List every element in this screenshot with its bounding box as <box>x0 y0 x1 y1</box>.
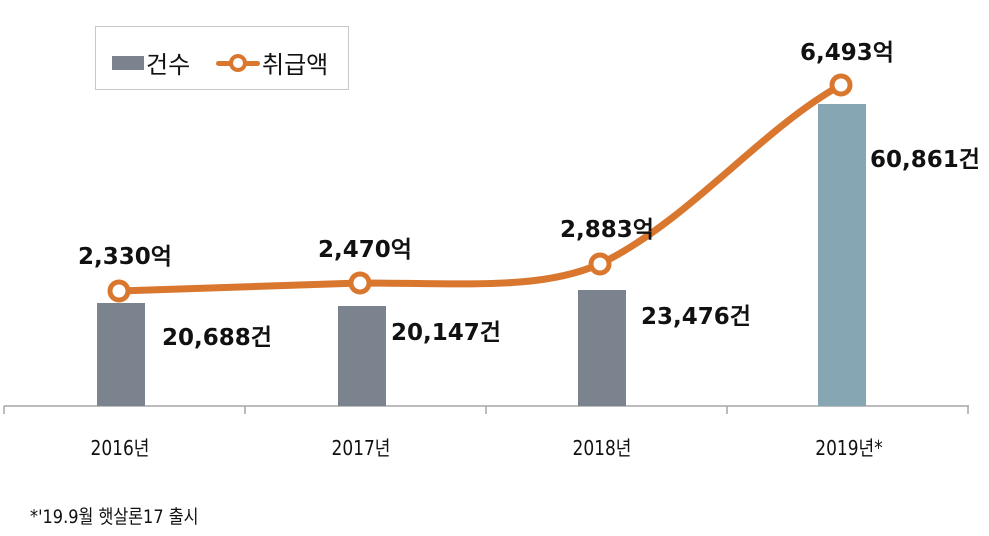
bar-2019 <box>818 104 866 406</box>
marker-2017 <box>348 271 372 295</box>
amount-label-2016: 2,330억 <box>78 244 172 270</box>
amount-label-2019: 6,493억 <box>800 40 894 66</box>
amount-label-2017: 2,470억 <box>318 237 412 263</box>
marker-2018 <box>588 252 612 276</box>
bar-2017 <box>338 306 386 406</box>
legend-label-count: 건수 <box>146 51 191 79</box>
legend: 건수 취급액 <box>95 26 349 90</box>
legend-item-count: 건수 <box>112 45 190 80</box>
amount-label-2018: 2,883억 <box>560 217 654 243</box>
count-label-2019: 60,861건 <box>870 147 980 173</box>
count-label-2018: 23,476건 <box>641 304 751 330</box>
x-label-2017: 2017년 <box>331 436 391 460</box>
x-label-2018: 2018년 <box>572 436 632 460</box>
count-label-2017: 20,147건 <box>391 320 501 346</box>
count-label-2016: 20,688건 <box>162 325 272 351</box>
legend-label-amount: 취급액 <box>262 51 329 79</box>
amount-line <box>115 81 845 295</box>
marker-2016 <box>107 279 131 303</box>
line-marker-swatch-icon <box>216 53 260 73</box>
x-label-2019: 2019년* <box>815 436 883 460</box>
marker-2019 <box>829 73 853 97</box>
bar-2018 <box>578 290 626 406</box>
bar-2016 <box>97 303 145 406</box>
bar-swatch-icon <box>112 55 144 70</box>
footnote: *'19.9월 햇살론17 출시 <box>30 506 199 528</box>
x-label-2016: 2016년 <box>90 436 150 460</box>
legend-item-amount: 취급액 <box>216 45 328 80</box>
